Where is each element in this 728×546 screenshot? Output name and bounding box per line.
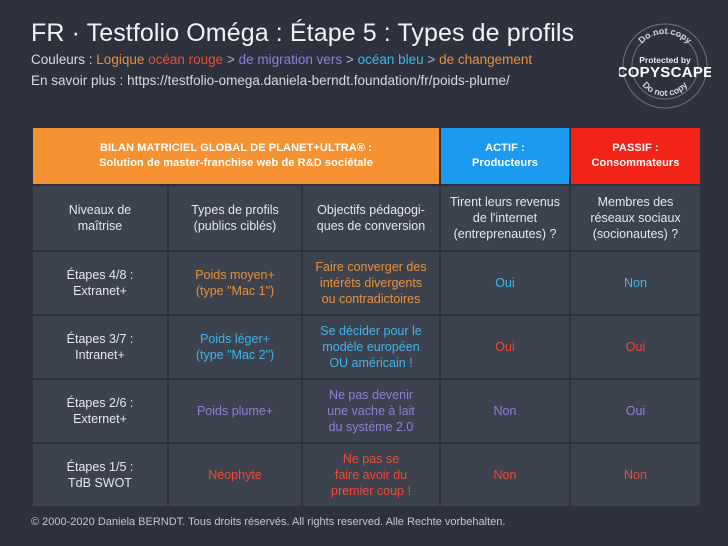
cell-level: Étapes 3/7 : Intranet+ (33, 316, 167, 378)
color-legend-label: Couleurs : (31, 52, 93, 67)
cell-passif: Non (571, 252, 700, 314)
column-header-niveaux: Niveaux de maîtrise (33, 186, 167, 250)
badge-copyscape-text: COPYSCAPE (619, 64, 711, 81)
cell-profile: Poids moyen+ (type "Mac 1") (169, 252, 301, 314)
column-header-types-profils: Types de profils (publics ciblés) (169, 186, 301, 250)
legend-term-changement: de changement (439, 52, 533, 67)
column-header-reseaux-sociaux: Membres des réseaux sociaux (socionautes) … (571, 186, 700, 250)
badge-protected-by-text: Protected by (639, 55, 691, 65)
cell-actif: Oui (441, 316, 569, 378)
column-header-revenus-internet: Tirent leurs revenus de l'internet (entrep… (441, 186, 569, 250)
legend-term-logique: Logique (96, 52, 145, 67)
learn-more-url[interactable]: https://testfolio-omega.daniela-berndt.f… (127, 73, 510, 88)
legend-term-migration: de migration vers (238, 52, 343, 67)
svg-text:Do not copy: Do not copy (641, 80, 690, 98)
banner-passif-line2: Consommateurs (591, 157, 680, 169)
banner-main-line1: BILAN MATRICIEL GLOBAL DE PLANET+ULTRA® … (99, 142, 373, 154)
banner-main-cell: BILAN MATRICIEL GLOBAL DE PLANET+ULTRA® … (33, 128, 439, 184)
cell-objective: Se décider pour le modèle européen OU amér… (303, 316, 439, 378)
cell-objective: Ne pas devenir une vache à lait du système… (303, 380, 439, 442)
column-header-objectifs: Objectifs pédagogi-ques de conversion (303, 186, 439, 250)
cell-actif: Oui (441, 252, 569, 314)
cell-actif: Non (441, 380, 569, 442)
legend-separator-3: > (427, 52, 436, 67)
footer-copyright: © 2000-2020 Daniela BERNDT. Tous droits … (31, 516, 506, 528)
banner-actif-line1: ACTIF : (485, 142, 525, 154)
legend-separator-1: > (226, 52, 235, 67)
cell-objective: Faire converger des intérêts divergents ou… (303, 252, 439, 314)
cell-profile: Poids léger+ (type "Mac 2") (169, 316, 301, 378)
table-banner-row: BILAN MATRICIEL GLOBAL DE PLANET+ULTRA® … (33, 128, 700, 184)
table-row: Étapes 3/7 : Intranet+ Poids léger+ (type … (33, 316, 700, 378)
banner-actif-cell: ACTIF : Producteurs (441, 128, 569, 184)
legend-separator-2: > (345, 52, 354, 67)
learn-more-line: En savoir plus : https://testfolio-omega… (31, 71, 698, 90)
page-header: FR · Testfolio Oméga : Étape 5 : Types d… (0, 0, 728, 112)
color-legend-line: Couleurs : Logique océan rouge > de migr… (31, 50, 698, 69)
cell-passif: Oui (571, 316, 700, 378)
banner-passif-line1: PASSIF : (612, 142, 659, 154)
page-title: FR · Testfolio Oméga : Étape 5 : Types d… (31, 19, 575, 47)
table-row: Étapes 4/8 : Extranet+ Poids moyen+ (type … (33, 252, 700, 314)
cell-level: Étapes 1/5 : TdB SWOT (33, 444, 167, 506)
legend-term-ocean-rouge: océan rouge (148, 52, 224, 67)
banner-main-line2: Solution de master-franchise web de R&D … (99, 157, 373, 169)
cell-profile: Néophyte (169, 444, 301, 506)
table-column-header-row: Niveaux de maîtrise Types de profils (publ… (33, 186, 700, 250)
cell-level: Étapes 4/8 : Extranet+ (33, 252, 167, 314)
copyscape-badge-icon: Do not copy Do not copy Protected by COP… (619, 20, 711, 112)
cell-level: Étapes 2/6 : Externet+ (33, 380, 167, 442)
cell-passif: Oui (571, 380, 700, 442)
banner-actif-line2: Producteurs (472, 157, 538, 169)
cell-passif: Non (571, 444, 700, 506)
learn-more-label: En savoir plus : (31, 73, 124, 88)
cell-actif: Non (441, 444, 569, 506)
cell-profile: Poids plume+ (169, 380, 301, 442)
legend-term-ocean-bleu: océan bleu (357, 52, 424, 67)
profile-types-matrix: BILAN MATRICIEL GLOBAL DE PLANET+ULTRA® … (31, 126, 702, 508)
banner-passif-cell: PASSIF : Consommateurs (571, 128, 700, 184)
cell-objective: Ne pas se faire avoir du premier coup ! (303, 444, 439, 506)
table-row: Étapes 1/5 : TdB SWOT Néophyte Ne pas se f… (33, 444, 700, 506)
table-row: Étapes 2/6 : Externet+ Poids plume+ Ne pa… (33, 380, 700, 442)
badge-bottom-arc-text: Do not copy (641, 80, 690, 98)
